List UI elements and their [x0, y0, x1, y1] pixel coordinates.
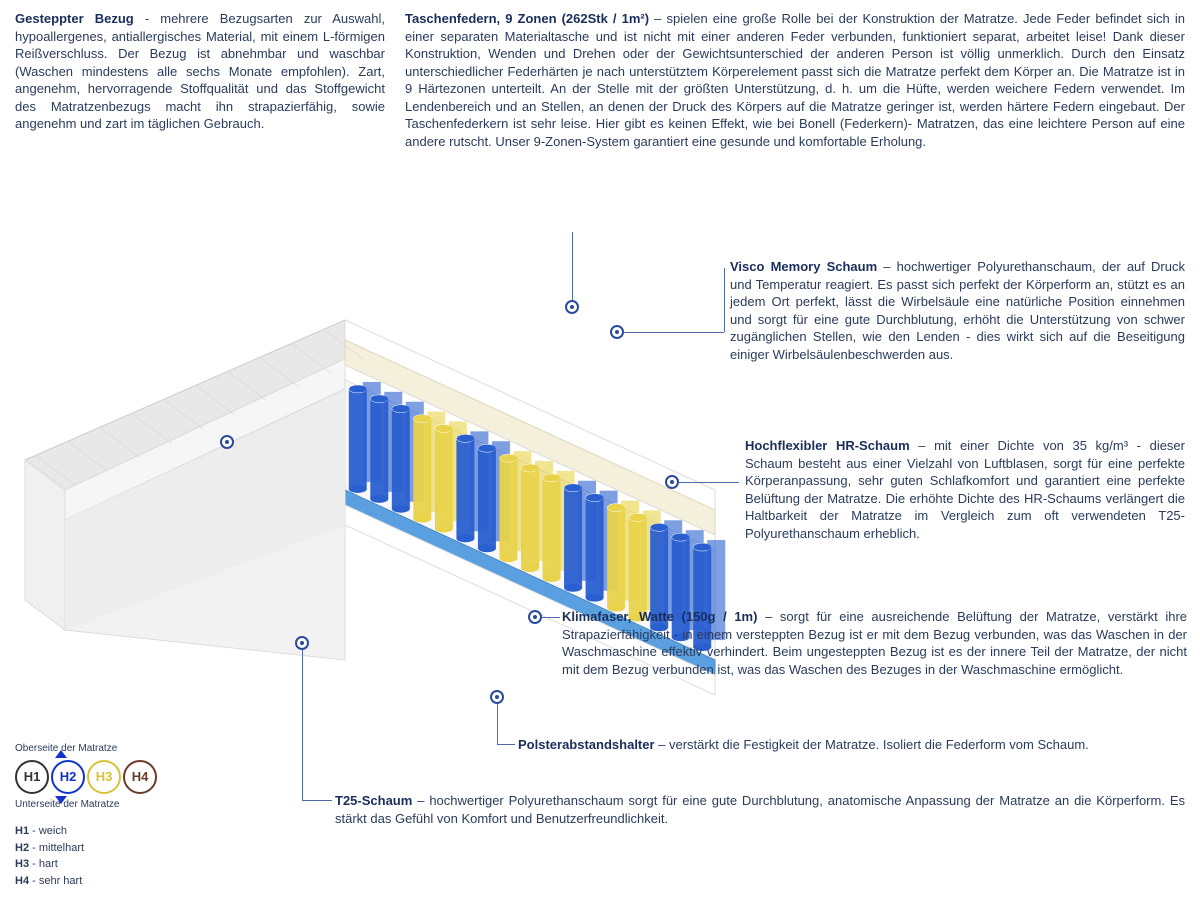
hardness-circle-h3: H3 — [87, 760, 121, 794]
t25-title: T25-Schaum — [335, 793, 412, 808]
marker-cover — [220, 435, 234, 449]
marker-springs — [565, 300, 579, 314]
marker-t25 — [295, 636, 309, 650]
hardness-circle-h1: H1 — [15, 760, 49, 794]
arrow-up-icon — [55, 750, 67, 758]
leader-t25-v — [302, 650, 303, 800]
legend-top-label: Oberseite der Matratze — [15, 742, 195, 756]
leader-t25 — [302, 800, 332, 801]
marker-visco — [610, 325, 624, 339]
legend-def: H1 - weich — [15, 823, 195, 840]
cover-description: Gesteppter Bezug - mehrere Bezugsarten z… — [15, 10, 385, 150]
leader-hr — [679, 482, 739, 483]
leader-polster — [497, 744, 515, 745]
callout-hr: Hochflexibler HR-Schaum – mit einer Dich… — [745, 437, 1185, 542]
klima-title: Klimafaser, Watte (150g / 1m) — [562, 609, 757, 624]
callout-klima: Klimafaser, Watte (150g / 1m) – sorgt fü… — [562, 608, 1187, 678]
leader-polster-v — [497, 704, 498, 744]
cover-body: - mehrere Bezugsarten zur Auswahl, hypoa… — [15, 11, 385, 131]
top-text-row: Gesteppter Bezug - mehrere Bezugsarten z… — [0, 0, 1200, 158]
callout-t25: T25-Schaum – hochwertiger Polyurethansch… — [335, 792, 1185, 827]
hardness-legend: Oberseite der Matratze H1H2H3H4 Untersei… — [15, 740, 195, 889]
marker-klima — [528, 610, 542, 624]
hardness-circle-h4: H4 — [123, 760, 157, 794]
leader-springs — [572, 232, 573, 300]
marker-polster — [490, 690, 504, 704]
legend-def: H2 - mittelhart — [15, 840, 195, 857]
visco-body: – hochwertiger Polyurethanschaum, der au… — [730, 259, 1185, 362]
hr-title: Hochflexibler HR-Schaum — [745, 438, 910, 453]
springs-title: Taschenfedern, 9 Zonen (262Stk / 1m²) — [405, 11, 649, 26]
legend-bottom-label: Unterseite der Matratze — [15, 798, 195, 812]
arrow-down-icon — [55, 796, 67, 804]
leader-visco — [624, 332, 724, 333]
hr-body: – mit einer Dichte von 35 kg/m³ - dieser… — [745, 438, 1185, 541]
legend-def: H4 - sehr hart — [15, 873, 195, 890]
springs-description: Taschenfedern, 9 Zonen (262Stk / 1m²) – … — [405, 10, 1185, 150]
cover-title: Gesteppter Bezug — [15, 11, 134, 26]
springs-body: – spielen eine große Rolle bei der Konst… — [405, 11, 1185, 149]
t25-body: – hochwertiger Polyurethanschaum sorgt f… — [335, 793, 1185, 826]
leader-klima — [542, 617, 560, 618]
hardness-circle-h2: H2 — [51, 760, 85, 794]
leader-visco-v — [724, 268, 725, 332]
visco-title: Visco Memory Schaum — [730, 259, 877, 274]
callout-polster: Polsterabstandshalter – verstärkt die Fe… — [518, 736, 1186, 754]
marker-hr — [665, 475, 679, 489]
hardness-circles: H1H2H3H4 — [15, 760, 195, 794]
polster-body: – verstärkt die Festigkeit der Matratze.… — [655, 737, 1089, 752]
legend-definitions: H1 - weichH2 - mittelhartH3 - hartH4 - s… — [15, 823, 195, 889]
legend-def: H3 - hart — [15, 856, 195, 873]
callout-visco: Visco Memory Schaum – hochwertiger Polyu… — [730, 258, 1185, 363]
polster-title: Polsterabstandshalter — [518, 737, 655, 752]
